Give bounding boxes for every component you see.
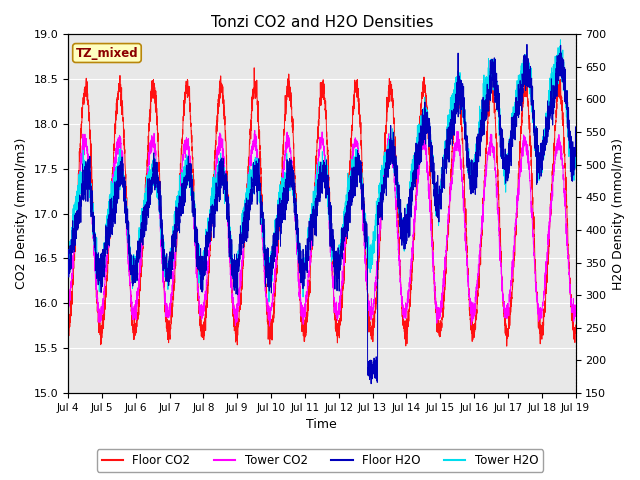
Title: Tonzi CO2 and H2O Densities: Tonzi CO2 and H2O Densities: [211, 15, 433, 30]
Y-axis label: H2O Density (mmol/m3): H2O Density (mmol/m3): [612, 138, 625, 289]
Legend: Floor CO2, Tower CO2, Floor H2O, Tower H2O: Floor CO2, Tower CO2, Floor H2O, Tower H…: [97, 449, 543, 472]
Text: TZ_mixed: TZ_mixed: [76, 47, 138, 60]
X-axis label: Time: Time: [307, 419, 337, 432]
Y-axis label: CO2 Density (mmol/m3): CO2 Density (mmol/m3): [15, 138, 28, 289]
